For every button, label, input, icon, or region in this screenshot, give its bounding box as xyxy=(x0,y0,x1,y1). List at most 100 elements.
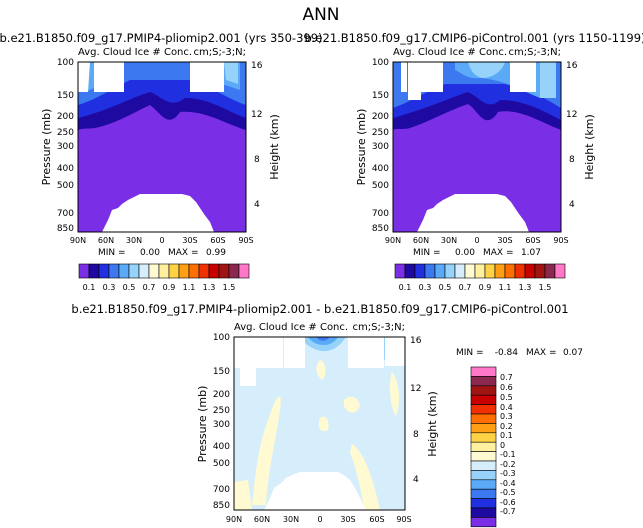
colorbar-label: 0.3 xyxy=(103,283,116,292)
colorbar-swatch xyxy=(470,441,497,452)
colorbar-label: -0.4 xyxy=(500,479,516,488)
min-label: MIN = xyxy=(98,248,126,258)
panel-title: b.e21.B1850.f09_g17.PMIP4-pliomip2.001 (… xyxy=(0,31,323,45)
ytick-right-label: 16 xyxy=(410,336,422,346)
ytick-label: 850 xyxy=(372,224,389,234)
xtick-label: 60S xyxy=(525,236,540,245)
colorbar-labels: 0.1 0.3 0.5 0.7 0.9 1.1 1.3 1.5 xyxy=(399,283,552,292)
panel-picontrol: b.e21.B1850.f09_g17.CMIP6-piControl.001 … xyxy=(304,31,643,292)
units-label: cm;S;-3;N; xyxy=(352,322,405,333)
colorbar-label: 1.5 xyxy=(223,283,236,292)
colorbar-labels: 0.1 0.3 0.5 0.7 0.9 1.1 1.3 1.5 xyxy=(83,283,236,292)
colorbar-swatch xyxy=(534,263,546,279)
colorbar-swatch xyxy=(404,263,416,279)
xtick-label: 60N xyxy=(98,236,114,245)
min-max: MIN = 0.00 MAX = 0.99 xyxy=(98,248,226,258)
ytick-label: 250 xyxy=(372,128,389,138)
ytick-label: 200 xyxy=(57,112,74,122)
y-axis-right-label: Height (km) xyxy=(426,391,439,457)
colorbar-swatch xyxy=(470,517,497,528)
contour-field xyxy=(392,61,562,233)
colorbar-label: -0.5 xyxy=(500,488,516,497)
y-axis-right: 16 12 8 4 Height (km) xyxy=(566,61,596,210)
colorbar-swatch xyxy=(544,263,556,279)
max-label: MAX = xyxy=(168,248,199,258)
colorbar-swatch xyxy=(238,263,250,279)
max-value: 1.07 xyxy=(521,248,541,258)
ytick-right-label: 8 xyxy=(569,155,575,165)
y-axis-label: Pressure (mb) xyxy=(40,109,53,186)
xtick-label: 90N xyxy=(70,236,86,245)
x-axis: 90N 60N 30N 0 30S 60S 90S xyxy=(226,515,412,524)
ytick-label: 500 xyxy=(213,459,230,469)
units-label: cm;S;-3;N; xyxy=(193,47,246,58)
colorbar-swatch xyxy=(484,263,496,279)
max-label: MAX = xyxy=(483,248,514,258)
colorbar-label: -0.2 xyxy=(500,460,516,469)
colorbar-swatch xyxy=(454,263,466,279)
xtick-label: 60N xyxy=(254,515,270,524)
units-label: cm;S;-3;N; xyxy=(508,47,561,58)
colorbar-swatch xyxy=(470,376,497,387)
colorbar xyxy=(78,263,250,279)
colorbar-swatch xyxy=(208,263,220,279)
colorbar-swatch xyxy=(444,263,456,279)
colorbar-swatch xyxy=(524,263,536,279)
ytick-label: 150 xyxy=(57,91,74,101)
colorbar-swatch xyxy=(434,263,446,279)
colorbar-swatch xyxy=(98,263,110,279)
ytick-right-label: 16 xyxy=(566,61,578,71)
ytick-right-label: 12 xyxy=(251,110,262,120)
colorbar-label: -0.7 xyxy=(500,507,516,516)
ytick-right-label: 8 xyxy=(254,155,260,165)
y-axis-right: 16 12 8 4 Height (km) xyxy=(410,336,439,485)
ytick-right-label: 4 xyxy=(569,200,575,210)
xtick-label: 30N xyxy=(126,236,142,245)
colorbar-label: -0.6 xyxy=(500,498,516,507)
colorbar-swatch xyxy=(470,451,497,462)
diff-title: b.e21.B1850.f09_g17.PMIP4-pliomip2.001 -… xyxy=(71,302,568,316)
colorbar-swatch xyxy=(470,498,497,509)
figure-title: ANN xyxy=(302,5,339,25)
panel-difference: b.e21.B1850.f09_g17.PMIP4-pliomip2.001 -… xyxy=(71,302,583,528)
min-max: MIN = 0.00 MAX = 1.07 xyxy=(413,248,541,258)
colorbar-label: 0 xyxy=(500,441,505,450)
xtick-label: 90S xyxy=(553,236,568,245)
colorbar-swatch xyxy=(504,263,516,279)
ytick-label: 100 xyxy=(57,58,74,68)
colorbar-label: 0.7 xyxy=(459,283,472,292)
colorbar-label: 0.5 xyxy=(123,283,136,292)
colorbar-swatch xyxy=(554,263,566,279)
xtick-label: 30N xyxy=(441,236,457,245)
colorbar-swatch xyxy=(470,507,497,518)
ytick-label: 250 xyxy=(57,128,74,138)
y-axis-left: 100 150 200 250 300 400 500 700 850 Pres… xyxy=(355,58,389,234)
y-axis-left: 100 150 200 250 300 400 500 700 850 Pres… xyxy=(40,58,74,234)
xtick-label: 90S xyxy=(238,236,253,245)
xtick-label: 0 xyxy=(317,515,322,524)
xtick-label: 30S xyxy=(340,515,355,524)
colorbar xyxy=(470,366,497,528)
ytick-label: 300 xyxy=(57,142,74,152)
ytick-label: 300 xyxy=(213,420,230,430)
max-label: MAX = xyxy=(526,348,557,358)
min-label: MIN = xyxy=(413,248,441,258)
colorbar-label: 0.5 xyxy=(500,393,513,402)
colorbar-swatch xyxy=(470,413,497,424)
y-axis-label: Pressure (mb) xyxy=(196,386,209,463)
colorbar-swatch xyxy=(470,432,497,443)
colorbar-labels: 0.7 0.6 0.5 0.4 0.3 0.2 0.1 0 -0.1 -0.2 … xyxy=(500,373,516,516)
ytick-label: 400 xyxy=(372,164,389,174)
xtick-label: 30N xyxy=(283,515,299,524)
ytick-label: 700 xyxy=(213,485,230,495)
colorbar xyxy=(394,263,566,279)
colorbar-label: -0.1 xyxy=(500,450,516,459)
ytick-label: 850 xyxy=(213,501,230,511)
contour-field xyxy=(233,336,406,511)
colorbar-swatch xyxy=(218,263,230,279)
colorbar-swatch xyxy=(394,263,406,279)
ytick-label: 300 xyxy=(372,142,389,152)
colorbar-label: 0.1 xyxy=(399,283,412,292)
colorbar-swatch xyxy=(474,263,486,279)
colorbar-swatch xyxy=(424,263,436,279)
